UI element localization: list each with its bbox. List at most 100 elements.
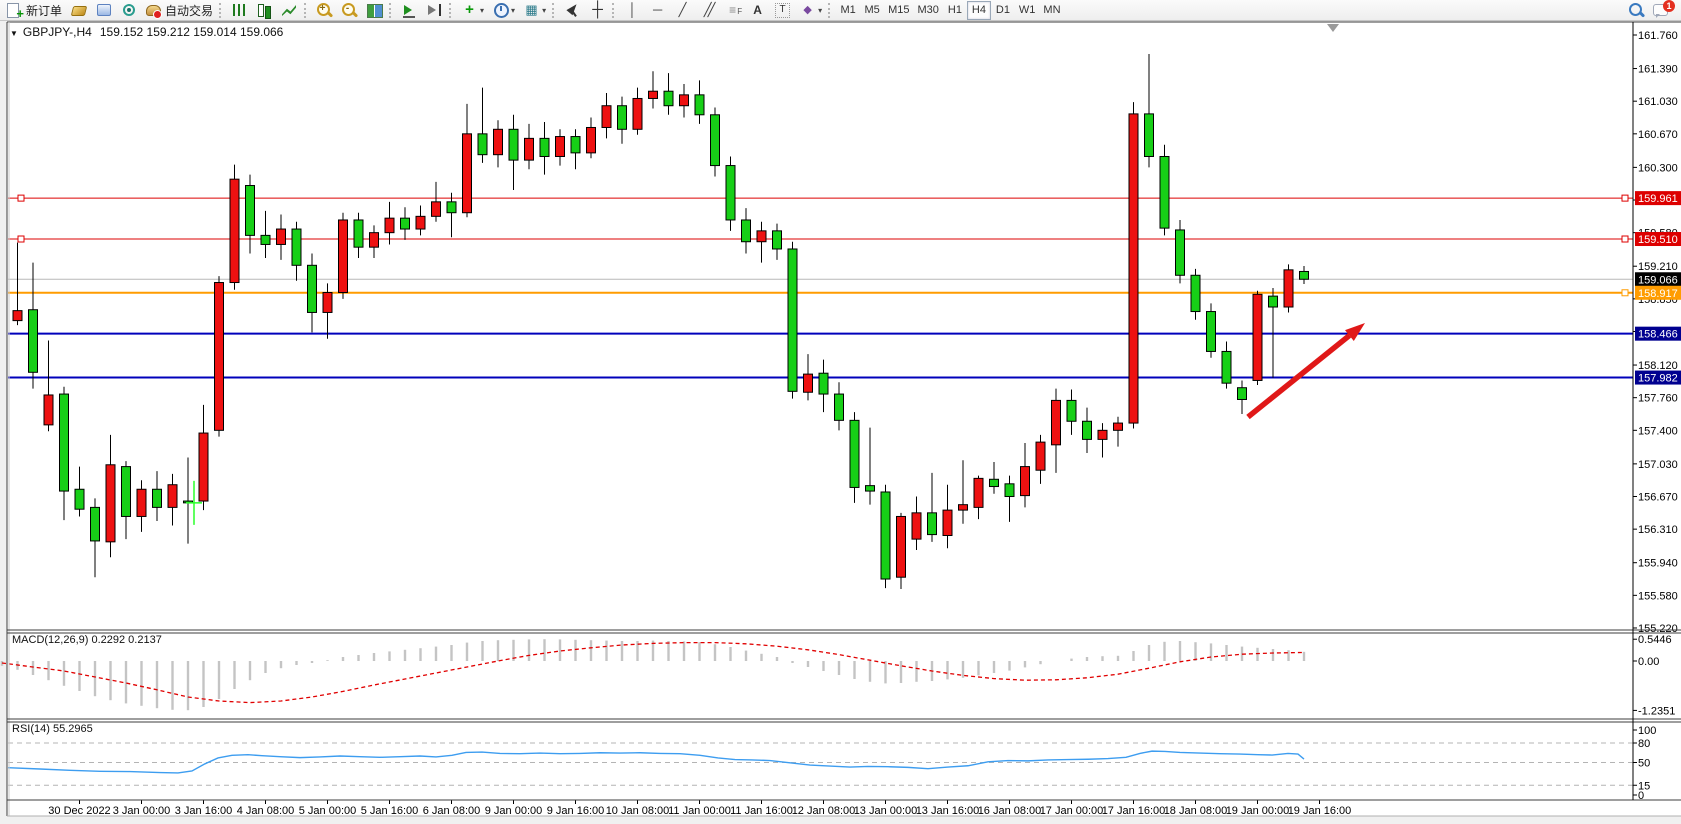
hline-icon: ─ [652, 2, 663, 17]
toolbar: 新订单自动交易+-+▾▾▦▾┼│─╱╱╱≡FAT◆▾M1M5M15M30H1H4… [0, 0, 1681, 22]
timeframe-m30-button[interactable]: M30 [914, 1, 943, 20]
notifications-button[interactable]: 1 [1648, 0, 1675, 20]
timeframe-h4-button[interactable]: H4 [966, 0, 991, 20]
price-tick-label: 155.220 [1638, 623, 1678, 635]
collapse-icon[interactable]: ▼ [10, 29, 18, 38]
candle [338, 212, 348, 299]
candle [973, 475, 984, 520]
label-icon: T [774, 2, 791, 18]
channel-button[interactable]: ╱╱ [695, 1, 720, 20]
candle [1175, 219, 1185, 284]
search-button[interactable] [1623, 1, 1648, 20]
timeframe-m5-button[interactable]: M5 [860, 1, 884, 20]
candle [74, 466, 85, 517]
trendline-icon: ╱ [678, 2, 687, 17]
timeframe-w1-button[interactable]: W1 [1015, 1, 1040, 20]
candle [958, 460, 968, 524]
price-line-label: 158.917 [1638, 288, 1678, 300]
candle [229, 164, 240, 290]
time-axis-label: 12 Jan 08:00 [792, 805, 856, 817]
bar-chart-icon [231, 2, 248, 18]
price-line-label: 157.982 [1638, 373, 1678, 385]
tile-windows-button[interactable] [362, 1, 387, 20]
arrows-button[interactable]: ◆ ▾ [795, 1, 826, 20]
candle [632, 87, 643, 135]
templates-icon: ▦ [525, 2, 538, 17]
timeframe-mn-button[interactable]: MN [1039, 1, 1064, 20]
macd-signal-line [1, 641, 1305, 704]
candle [927, 472, 937, 542]
candle [539, 122, 550, 175]
crosshair-button[interactable]: ┼ [585, 1, 610, 20]
candle [880, 484, 891, 589]
chart-title-bar[interactable]: ▼ GBPJPY-,H4 159.152 159.212 159.014 159.0… [10, 25, 283, 39]
auto-trading-button[interactable]: 自动交易 [141, 1, 217, 20]
timeframe-m15-button[interactable]: M15 [884, 1, 913, 20]
auto-scroll-icon [401, 2, 418, 18]
candle [725, 156, 736, 231]
rsi-tick-label: 50 [1638, 758, 1650, 770]
price-tick-label: 161.760 [1638, 30, 1678, 42]
candle [477, 87, 488, 163]
candlestick-chart-button[interactable] [252, 1, 277, 20]
chart-shift-button[interactable] [422, 1, 447, 20]
candle [121, 461, 131, 540]
new-order-button[interactable]: 新订单 [2, 1, 66, 22]
templates-button[interactable]: ▦ ▾ [519, 1, 550, 20]
candle [586, 117, 596, 159]
candle [772, 223, 782, 260]
chevron-down-icon[interactable]: ▾ [480, 5, 485, 15]
chevron-down-icon[interactable]: ▾ [542, 5, 547, 15]
time-axis-label: 9 Jan 16:00 [547, 805, 605, 817]
trendline-button[interactable]: ╱ [670, 1, 695, 20]
auto-scroll-button[interactable] [397, 1, 422, 20]
market-watch-button[interactable] [91, 1, 116, 20]
candlestick-series [0, 54, 1309, 589]
vertical-line-button[interactable]: │ [620, 1, 645, 20]
timeframe-m1-button[interactable]: M1 [836, 1, 860, 20]
indicators-button[interactable]: + ▾ [457, 1, 488, 20]
candle [322, 283, 333, 339]
candle [1082, 407, 1092, 453]
candle [617, 96, 627, 144]
trend-arrow-annotation[interactable] [1345, 323, 1365, 341]
text-button[interactable]: A [745, 1, 770, 20]
toolbar-separator [219, 2, 225, 18]
candle [0, 238, 7, 325]
periods-button[interactable]: ▾ [488, 1, 519, 20]
toolbar-separator [449, 2, 455, 18]
chevron-down-icon[interactable]: ▾ [511, 5, 516, 15]
price-tick-label: 158.120 [1638, 360, 1678, 372]
text-label-button[interactable]: T [770, 1, 795, 20]
candle [1268, 287, 1278, 378]
signals-button[interactable] [116, 1, 141, 20]
candle [12, 242, 23, 326]
timeframe-d1-button[interactable]: D1 [991, 1, 1015, 20]
candle [818, 359, 829, 413]
zoom-out-button[interactable]: - [337, 1, 362, 20]
price-tick-label: 159.210 [1638, 261, 1678, 273]
candle [1020, 443, 1030, 508]
fibo-icon: ≡ F [729, 3, 743, 17]
time-axis-label: 13 Jan 00:00 [854, 805, 918, 817]
timeframe-h1-button[interactable]: H1 [943, 1, 967, 20]
rsi-tick-label: 0 [1638, 790, 1644, 802]
price-line-label: 158.466 [1638, 329, 1678, 341]
time-axis-label: 17 Jan 16:00 [1102, 805, 1166, 817]
candle [198, 404, 209, 511]
zoom-in-button[interactable]: + [312, 1, 337, 20]
macd-tick-label: 0.00 [1638, 656, 1659, 668]
candle [276, 214, 286, 260]
arrows-icon: ◆ [803, 4, 812, 16]
time-axis-label: 10 Jan 08:00 [606, 805, 670, 817]
horizontal-line-button[interactable]: ─ [645, 1, 670, 20]
price-tick-label: 156.670 [1638, 492, 1678, 504]
candle [694, 80, 705, 124]
crosshair-icon: ┼ [592, 1, 603, 18]
fibonacci-button[interactable]: ≡ F [720, 1, 745, 20]
channel-icon: ╱╱ [703, 2, 716, 17]
bar-chart-button[interactable] [227, 1, 252, 20]
chevron-down-icon[interactable]: ▾ [818, 5, 823, 15]
candle [105, 434, 116, 558]
candle [1035, 434, 1046, 484]
